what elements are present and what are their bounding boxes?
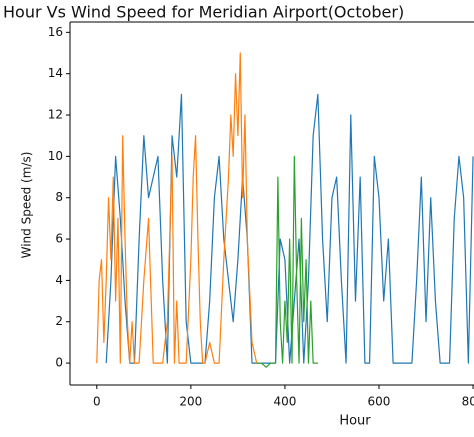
y-tick-label: 4	[55, 273, 63, 287]
y-axis-label: Wind Speed (m/s)	[20, 152, 34, 259]
line-series	[105, 93, 474, 364]
y-tick-label: 6	[55, 232, 63, 246]
line-series	[256, 155, 318, 368]
y-tick-label: 16	[48, 25, 63, 39]
y-tick-label: 12	[48, 108, 63, 122]
line-series	[96, 52, 258, 364]
x-tick-label: 800	[462, 395, 474, 409]
x-tick-label: 0	[93, 395, 101, 409]
y-tick-label: 14	[48, 66, 63, 80]
x-tick-label: 200	[179, 395, 202, 409]
y-tick-label: 8	[55, 190, 63, 204]
y-tick-label: 0	[55, 356, 63, 370]
y-tick-label: 2	[55, 314, 63, 328]
y-tick-label: 10	[48, 149, 63, 163]
x-tick-label: 400	[273, 395, 296, 409]
x-tick-label: 600	[368, 395, 391, 409]
chart-title: Hour Vs Wind Speed for Meridian Airport(…	[3, 3, 404, 22]
x-axis-label: Hour	[339, 414, 371, 429]
